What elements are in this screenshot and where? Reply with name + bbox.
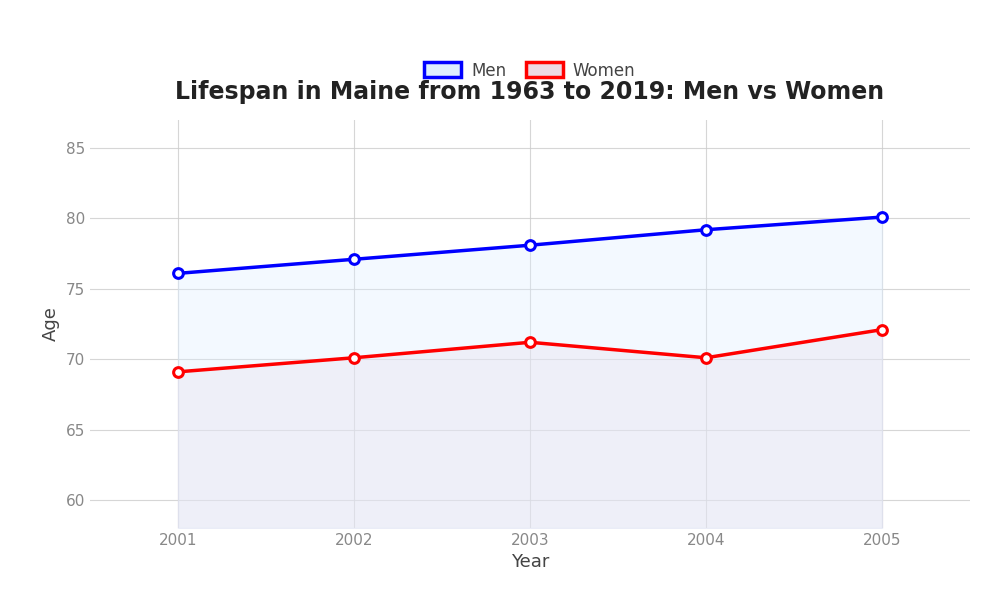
Legend: Men, Women: Men, Women [418,55,642,86]
Y-axis label: Age: Age [42,307,60,341]
Title: Lifespan in Maine from 1963 to 2019: Men vs Women: Lifespan in Maine from 1963 to 2019: Men… [175,80,885,104]
X-axis label: Year: Year [511,553,549,571]
